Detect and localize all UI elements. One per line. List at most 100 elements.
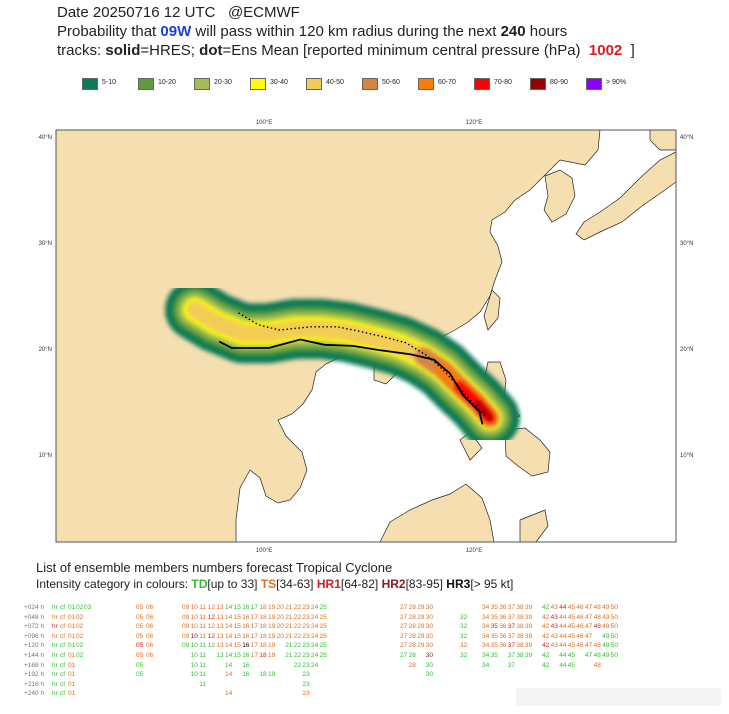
member-number: cf [60,680,66,688]
member-number: 23 [302,652,310,659]
member-number: 20 [276,632,284,640]
member-number: 50 [610,632,619,640]
member-number: 19 [268,642,276,650]
member-number: 12 [207,642,216,650]
member-number: 18 [259,632,267,640]
member-number: 34 [482,661,490,669]
member-number: 46 [576,604,584,611]
member-number: 23 [302,661,310,669]
member-number: 24 [311,604,319,611]
member-number: 20 [276,613,284,621]
member-number: 14 [225,652,233,659]
member-number: 11 [199,613,206,621]
member-number: 36 [499,623,507,631]
header-prob-mid: will pass within 120 km radius during th… [195,23,497,40]
member-number: 06 [146,623,154,631]
member-number: 48 [593,613,601,621]
member-number: 22 [293,642,302,650]
member-number: 10 [190,652,198,659]
member-number: 18 [259,671,267,679]
member-number: 12 [207,632,216,640]
member-row-hour: +144 h [24,652,45,659]
member-number: 23 [302,680,310,688]
hr3-range: [> 95 kt] [470,577,514,591]
member-number: 11 [199,661,206,669]
member-number: 14 [225,642,233,650]
watermark-overlay [516,688,721,706]
ts-range: [34-63] [276,577,314,591]
member-number: hr [52,623,58,631]
member-number: 02 [76,623,84,631]
member-number: 14 [225,671,233,679]
member-number: 34 [482,632,490,640]
header-probability-line: Probability that 09W will pass within 12… [57,23,567,41]
solid-label: solid [105,42,141,59]
member-number: 27 [400,613,408,621]
member-number: 32 [460,652,468,659]
lat-label-left-10n: 10°N [39,453,52,459]
member-number: 49 [602,652,610,659]
member-number: 39 [525,652,533,659]
member-number: cf [60,623,66,631]
member-number: 16 [242,604,250,611]
member-number: 38 [516,632,524,640]
legend-label: 40-50 [326,79,344,86]
member-number: 36 [499,642,507,650]
member-number: 32 [460,642,468,650]
solid-definition: =HRES; [140,42,195,59]
member-number: 16 [242,642,250,650]
member-number: 27 [400,604,408,611]
legend-swatch [418,78,434,90]
member-number: 02 [76,613,84,621]
member-number: 10 [190,604,198,611]
member-number: 43 [550,623,558,631]
member-number: 01 [68,671,76,679]
legend-swatch [138,78,154,90]
member-number: 50 [610,613,619,621]
member-number: 29 [417,642,425,650]
member-number: 46 [576,623,584,631]
member-number: 09 [182,613,190,621]
member-number: 48 [593,652,601,659]
member-number: 10 [190,613,198,621]
member-number: 17 [250,623,259,631]
lat-label-left-20n: 20°N [39,347,52,353]
td-range: [up to 33] [207,577,258,591]
member-number: 34 [482,613,490,621]
member-number: 28 [408,632,416,640]
member-number: 18 [259,652,267,659]
member-row-hour: +240 h [24,690,45,698]
min-pressure: 1002 [588,42,623,59]
header-source: @ECMWF [227,4,300,21]
member-number: 13 [216,604,224,611]
member-number: 42 [542,632,550,640]
member-number: 16 [242,652,250,659]
member-number: 50 [610,652,619,659]
member-number: 43 [550,632,558,640]
member-number: 45 [567,613,576,621]
member-number: 47 [585,632,593,640]
member-number: 29 [417,604,425,611]
member-number: 50 [610,642,619,650]
lon-label-bottom-100e: 100°E [256,548,272,554]
lat-label-right-20n: 20°N [680,347,693,353]
legend-swatch [82,78,98,90]
member-number: 25 [319,623,327,631]
member-number: 11 [199,671,206,679]
member-number: 34 [482,642,490,650]
member-number: 28 [408,613,416,621]
hr2-range: [83-95] [405,577,443,591]
legend-swatch [586,78,602,90]
member-number: 30 [425,623,434,631]
member-number: hr [52,690,58,698]
member-number: 06 [146,642,154,650]
member-number: 37 [507,604,516,611]
member-number: 42 [542,623,550,631]
member-number: 44 [559,652,567,659]
member-number: 35 [490,652,498,659]
member-number: 35 [490,632,498,640]
member-number: 47 [585,613,593,621]
member-number: 35 [490,613,498,621]
member-number: 30 [425,632,434,640]
member-number: 43 [550,604,558,611]
